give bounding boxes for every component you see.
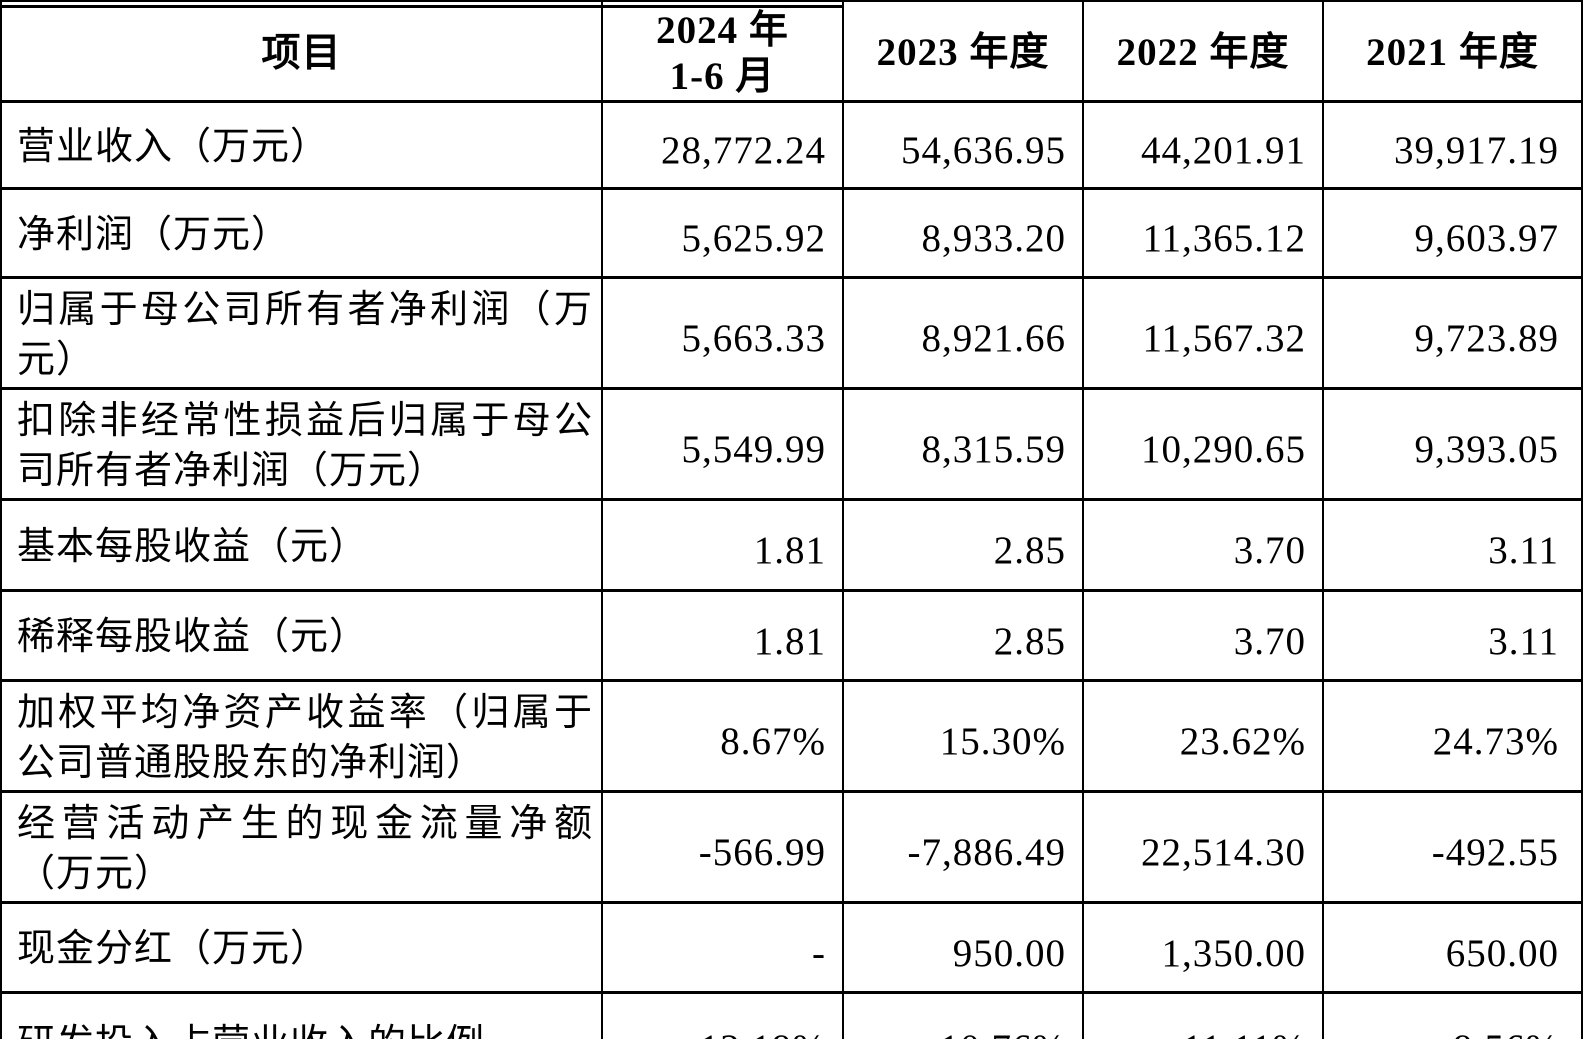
cell-value: 5,549.99: [601, 386, 844, 501]
row-label: 经营活动产生的现金流量净额（万元）: [0, 789, 603, 904]
cell-value: 650.00: [1322, 900, 1583, 994]
row-label: 稀释每股收益（元）: [0, 588, 603, 682]
cell-value: -7,886.49: [842, 789, 1084, 904]
cell-value: 22,514.30: [1082, 789, 1324, 904]
table-row-rd-expense-ratio: 研发投入占营业收入的比例 12.19% 10.76% 11.11% 9.56%: [0, 990, 1583, 1039]
cell-value: 9,393.05: [1322, 386, 1583, 501]
row-label: 归属于母公司所有者净利润（万元）: [0, 275, 603, 390]
row-label: 基本每股收益（元）: [0, 497, 603, 592]
table-row-net-profit: 净利润（万元） 5,625.92 8,933.20 11,365.12 9,60…: [0, 186, 1583, 279]
cell-value: 28,772.24: [601, 99, 844, 190]
cell-value: 8,315.59: [842, 386, 1084, 501]
cell-value: 5,663.33: [601, 275, 844, 390]
cell-value: 15.30%: [842, 678, 1084, 793]
cell-value: -: [601, 900, 844, 994]
table-row-basic-eps: 基本每股收益（元） 1.81 2.85 3.70 3.11: [0, 497, 1583, 592]
cell-value: 8.67%: [601, 678, 844, 793]
cell-value: 3.11: [1322, 588, 1583, 682]
table-row-cash-dividend: 现金分红（万元） - 950.00 1,350.00 650.00: [0, 900, 1583, 994]
cell-value: 54,636.95: [842, 99, 1084, 190]
column-header-2022: 2022 年度: [1082, 6, 1324, 103]
cell-value: 950.00: [842, 900, 1084, 994]
cell-value: 9,603.97: [1322, 186, 1583, 279]
cell-value: 2.85: [842, 588, 1084, 682]
cell-value: 1,350.00: [1082, 900, 1324, 994]
cell-value: 11,365.12: [1082, 186, 1324, 279]
column-header-2023: 2023 年度: [842, 6, 1084, 103]
cell-value: 2.85: [842, 497, 1084, 592]
table-row-diluted-eps: 稀释每股收益（元） 1.81 2.85 3.70 3.11: [0, 588, 1583, 682]
cell-value: 3.70: [1082, 497, 1324, 592]
cropped-cell: [842, 0, 1084, 6]
cell-value: 1.81: [601, 588, 844, 682]
cell-value: 11,567.32: [1082, 275, 1324, 390]
cropped-cell: [1322, 0, 1583, 6]
cell-value: 10.76%: [842, 990, 1084, 1039]
row-label: 扣除非经常性损益后归属于母公司所有者净利润（万元）: [0, 386, 603, 501]
cell-value: 11.11%: [1082, 990, 1324, 1039]
table-row-operating-revenue: 营业收入（万元） 28,772.24 54,636.95 44,201.91 3…: [0, 99, 1583, 190]
cropped-row-sliver: [0, 0, 1583, 8]
cell-value: 5,625.92: [601, 186, 844, 279]
cell-value: -566.99: [601, 789, 844, 904]
cropped-cell: [601, 0, 844, 8]
cell-value: 10,290.65: [1082, 386, 1324, 501]
cell-value: 44,201.91: [1082, 99, 1324, 190]
cell-value: 1.81: [601, 497, 844, 592]
cropped-cell: [0, 0, 603, 8]
table-row-net-profit-deducting-non-recurring: 扣除非经常性损益后归属于母公司所有者净利润（万元） 5,549.99 8,315…: [0, 386, 1583, 501]
cell-value: 8,921.66: [842, 275, 1084, 390]
row-label: 现金分红（万元）: [0, 900, 603, 994]
table-row-weighted-average-roe: 加权平均净资产收益率（归属于公司普通股股东的净利润） 8.67% 15.30% …: [0, 678, 1583, 793]
cell-value: 24.73%: [1322, 678, 1583, 793]
cell-value: 8,933.20: [842, 186, 1084, 279]
row-label: 研发投入占营业收入的比例: [0, 990, 603, 1039]
row-label: 净利润（万元）: [0, 186, 603, 279]
cell-value: 3.11: [1322, 497, 1583, 592]
column-header-2021: 2021 年度: [1322, 6, 1583, 103]
row-label: 营业收入（万元）: [0, 99, 603, 190]
cropped-cell: [1082, 0, 1324, 6]
cell-value: -492.55: [1322, 789, 1583, 904]
table-row-operating-cash-flow: 经营活动产生的现金流量净额（万元） -566.99 -7,886.49 22,5…: [0, 789, 1583, 904]
cell-value: 9,723.89: [1322, 275, 1583, 390]
column-header-item: 项目: [0, 6, 603, 103]
cell-value: 23.62%: [1082, 678, 1324, 793]
row-label: 加权平均净资产收益率（归属于公司普通股股东的净利润）: [0, 678, 603, 793]
table-row-net-profit-attributable: 归属于母公司所有者净利润（万元） 5,663.33 8,921.66 11,56…: [0, 275, 1583, 390]
column-header-2024-h1: 2024 年 1-6 月: [601, 6, 844, 103]
cell-value: 3.70: [1082, 588, 1324, 682]
cell-value: 12.19%: [601, 990, 844, 1039]
header-row: 项目 2024 年 1-6 月 2023 年度 2022 年度 2021 年度: [0, 6, 1583, 103]
cell-value: 39,917.19: [1322, 99, 1583, 190]
cell-value: 9.56%: [1322, 990, 1583, 1039]
